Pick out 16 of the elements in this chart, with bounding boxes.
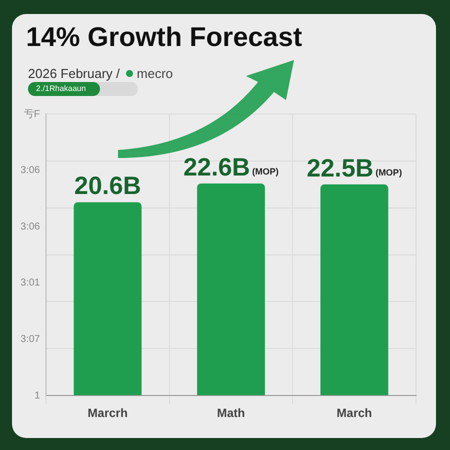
data-label: 22.6B(MOP)	[183, 153, 279, 182]
text: 3:07	[20, 334, 40, 346]
text: 1	[34, 390, 40, 402]
x-tick-label: March	[336, 406, 372, 420]
text: 亐F	[24, 108, 40, 120]
data-label: 22.5B(MOP)	[306, 154, 402, 182]
x-tick-label: Math	[217, 406, 245, 420]
text: 3:06	[20, 221, 40, 232]
chart-subtitle: 2026 February /	[28, 66, 120, 81]
text: 3:06	[20, 165, 40, 176]
data-label: 20.6B	[74, 172, 142, 200]
text: 2./1Rhakaaun	[28, 82, 100, 96]
chart-title: 14% Growth Forecast	[26, 22, 302, 53]
legend-label: mecro	[136, 66, 173, 81]
text: 3:01	[20, 278, 40, 289]
x-tick-label: Marcrh	[88, 406, 128, 420]
